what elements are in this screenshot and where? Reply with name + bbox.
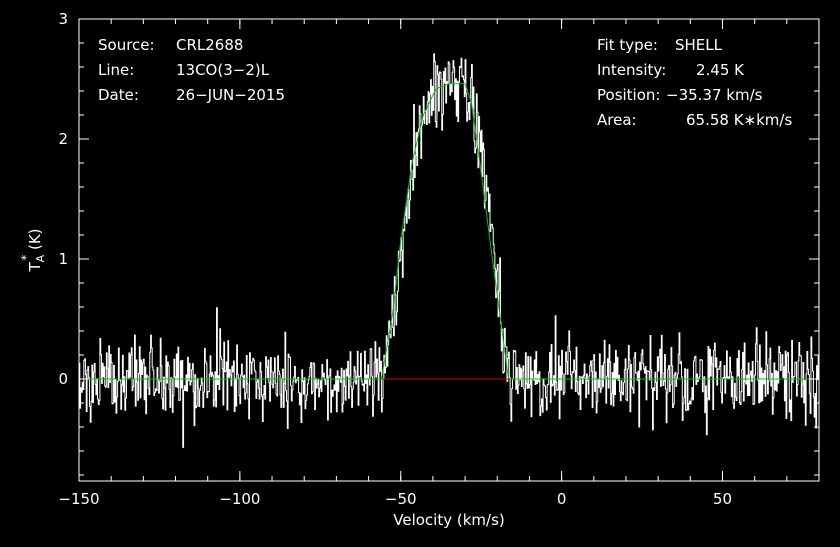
svg-text:TA* (K): TA* (K) <box>19 228 47 272</box>
y-tick-label: 1 <box>58 250 68 268</box>
x-tick-label: −150 <box>58 490 99 508</box>
fit-type-value: SHELL <box>675 36 723 54</box>
x-tick-labels: −150 −100 −50 0 50 <box>58 490 732 508</box>
x-tick-label: 50 <box>713 490 732 508</box>
info-right-panel: Fit type: SHELL Intensity: 2.45 K Positi… <box>597 36 792 129</box>
spectrum-series <box>79 53 819 448</box>
info-left-panel: Source: CRL2688 Line: 13CO(3−2)L Date: 2… <box>98 36 285 104</box>
intensity-label: Intensity: <box>597 61 666 79</box>
line-value: 13CO(3−2)L <box>176 61 270 79</box>
plot-frame <box>78 18 820 482</box>
x-tick-label: 0 <box>557 490 567 508</box>
x-tick-label: −50 <box>385 490 417 508</box>
position-value: −35.37 km/s <box>666 86 763 104</box>
axis-ticks <box>78 18 820 481</box>
y-tick-label: 0 <box>58 370 68 388</box>
area-label: Area: <box>597 111 637 129</box>
line-label: Line: <box>98 61 134 79</box>
y-axis-label-super: * <box>19 255 33 261</box>
y-tick-labels: 0 1 2 3 <box>58 10 68 388</box>
area-value: 65.58 K∗km/s <box>686 111 792 129</box>
source-label: Source: <box>98 36 155 54</box>
source-value: CRL2688 <box>176 36 243 54</box>
date-label: Date: <box>98 86 139 104</box>
fit-type-label: Fit type: <box>597 36 658 54</box>
y-tick-label: 2 <box>58 130 68 148</box>
y-axis-label-main: T <box>26 262 44 273</box>
y-axis-label-unit: (K) <box>26 228 44 254</box>
position-label: Position: <box>597 86 660 104</box>
x-axis-label: Velocity (km/s) <box>393 511 504 529</box>
y-axis-label-sub: A <box>34 254 47 262</box>
y-tick-label: 3 <box>58 10 68 28</box>
data-layer <box>79 53 819 448</box>
x-tick-label: −100 <box>219 490 260 508</box>
y-axis-label: TA* (K) <box>19 228 47 272</box>
fit-series <box>79 83 819 380</box>
intensity-value: 2.45 K <box>696 61 745 79</box>
date-value: 26−JUN−2015 <box>176 86 285 104</box>
